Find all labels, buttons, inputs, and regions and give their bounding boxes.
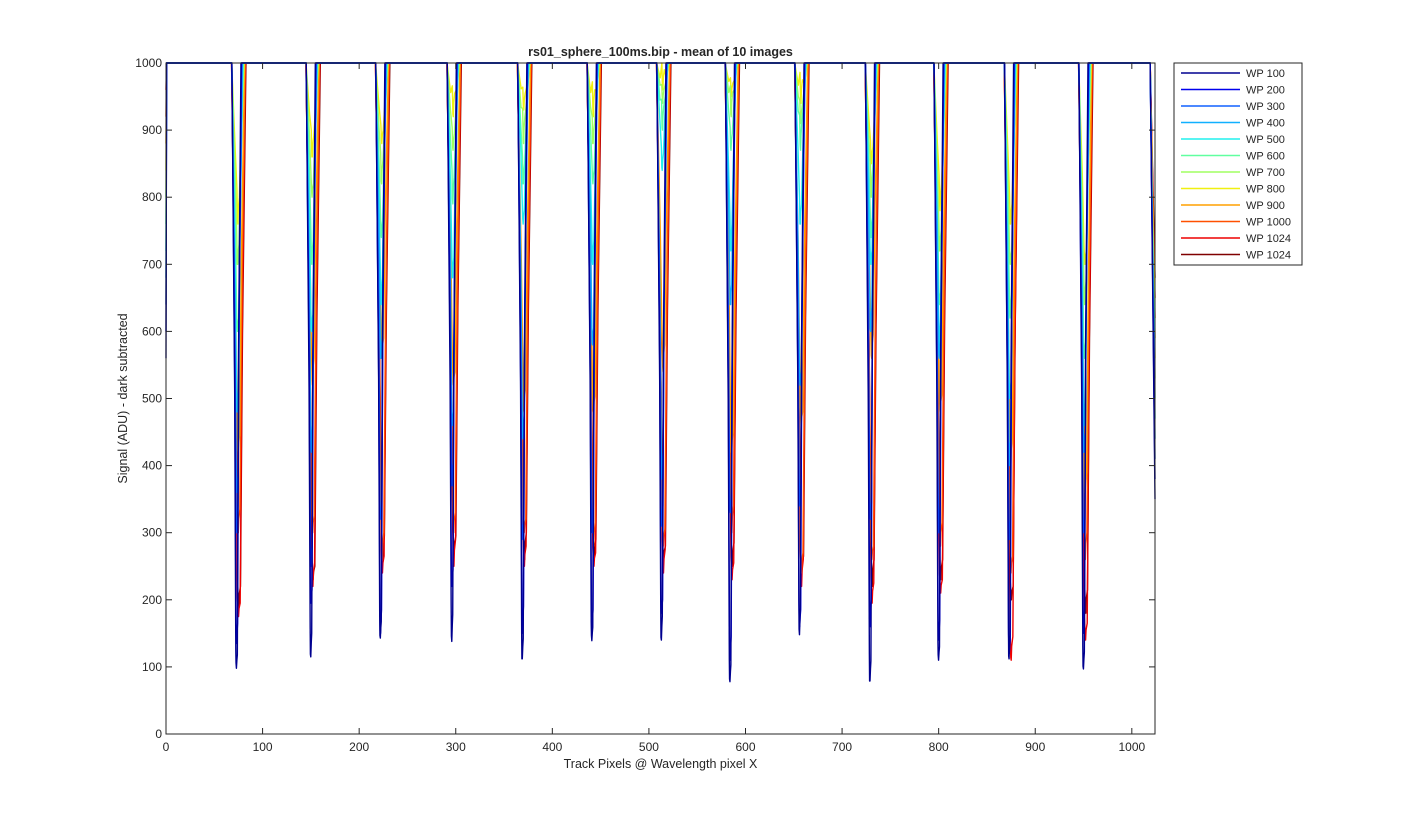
y-axis-label: Signal (ADU) - dark subtracted	[116, 313, 130, 483]
legend-entry-label: WP 900	[1246, 200, 1285, 212]
x-tick-label: 400	[542, 740, 562, 754]
chart-title: rs01_sphere_100ms.bip - mean of 10 image…	[528, 45, 793, 59]
x-tick-label: 1000	[1118, 740, 1145, 754]
y-tick-label: 900	[142, 123, 162, 137]
y-tick-label: 1000	[135, 56, 162, 70]
legend-entry-label: WP 200	[1246, 85, 1285, 97]
y-tick-label: 500	[142, 392, 162, 406]
x-ticks-group: 0 100 200 300 400 500 600 700 800 900 1000	[163, 63, 1145, 754]
legend-entry-label: WP 400	[1246, 118, 1285, 130]
legend-entry-label: WP 700	[1246, 167, 1285, 179]
y-tick-label: 200	[142, 593, 162, 607]
y-ticks-group: 0 100 200 300 400 500 600 700 800 900 1000	[135, 56, 1155, 741]
legend-entry-label: WP 500	[1246, 134, 1285, 146]
x-tick-label: 300	[446, 740, 466, 754]
y-tick-label: 700	[142, 257, 162, 271]
x-tick-label: 900	[1025, 740, 1045, 754]
legend-entry-label: WP 1000	[1246, 217, 1291, 229]
legend-entry-label: WP 600	[1246, 151, 1285, 163]
legend-entry-label: WP 1024	[1246, 250, 1291, 262]
y-tick-label: 400	[142, 459, 162, 473]
y-tick-label: 600	[142, 324, 162, 338]
x-tick-label: 800	[929, 740, 949, 754]
y-tick-label: 100	[142, 660, 162, 674]
legend-entry-label: WP 300	[1246, 101, 1285, 113]
legend-entry-label: WP 100	[1246, 68, 1285, 80]
y-tick-label: 0	[155, 727, 162, 741]
x-tick-label: 500	[639, 740, 659, 754]
legend-entry-label: WP 800	[1246, 184, 1285, 196]
x-tick-label: 100	[253, 740, 273, 754]
x-axis-label: Track Pixels @ Wavelength pixel X	[564, 757, 758, 771]
legend-entry-label: WP 1024	[1246, 233, 1291, 245]
legend[interactable]: WP 100 WP 200 WP 300 WP 400 WP 500 WP 600 WP 7…	[1173, 62, 1303, 266]
x-tick-label: 0	[163, 740, 170, 754]
y-tick-label: 300	[142, 526, 162, 540]
x-tick-label: 200	[349, 740, 369, 754]
y-tick-label: 800	[142, 190, 162, 204]
x-tick-label: 600	[735, 740, 755, 754]
x-tick-label: 700	[832, 740, 852, 754]
legend-box	[1173, 62, 1303, 266]
